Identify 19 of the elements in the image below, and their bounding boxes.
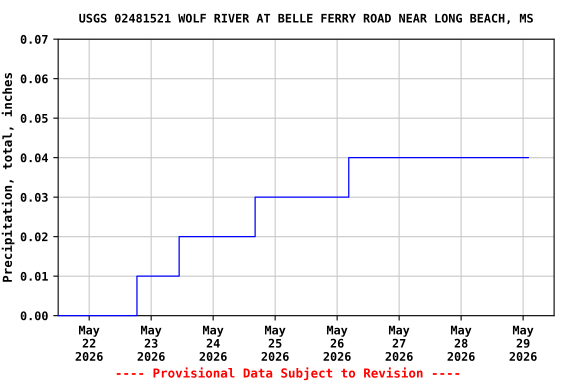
x-tick-label: May 29 2026: [510, 326, 537, 361]
y-tick-label: 0.04: [20, 153, 48, 162]
y-tick-label: 0.01: [20, 272, 48, 281]
y-tick-label: 0.00: [20, 311, 48, 320]
x-tick-label: May 28 2026: [448, 326, 475, 361]
chart-title: USGS 02481521 WOLF RIVER AT BELLE FERRY ROAD NEAR LONG BEACH, MS: [79, 14, 533, 24]
x-tick-label: May 24 2026: [200, 326, 227, 361]
x-tick-label: May 26 2026: [324, 326, 351, 361]
y-tick-label: 0.03: [20, 192, 48, 202]
y-axis-title: Precipitation, total, inches: [2, 73, 14, 282]
y-tick-label: 0.02: [20, 232, 48, 242]
y-tick-label: 0.07: [20, 34, 48, 44]
text: ---- Provisional Data Subject to Revision ----: [116, 367, 460, 380]
x-tick-label: May 25 2026: [262, 326, 289, 361]
x-tick-label: May 27 2026: [386, 326, 413, 361]
x-tick-label: May 23 2026: [138, 326, 165, 361]
x-tick-label: May 22 2026: [76, 326, 103, 361]
y-tick-label: 0.06: [20, 74, 48, 84]
y-tick-label: 0.05: [20, 114, 48, 123]
